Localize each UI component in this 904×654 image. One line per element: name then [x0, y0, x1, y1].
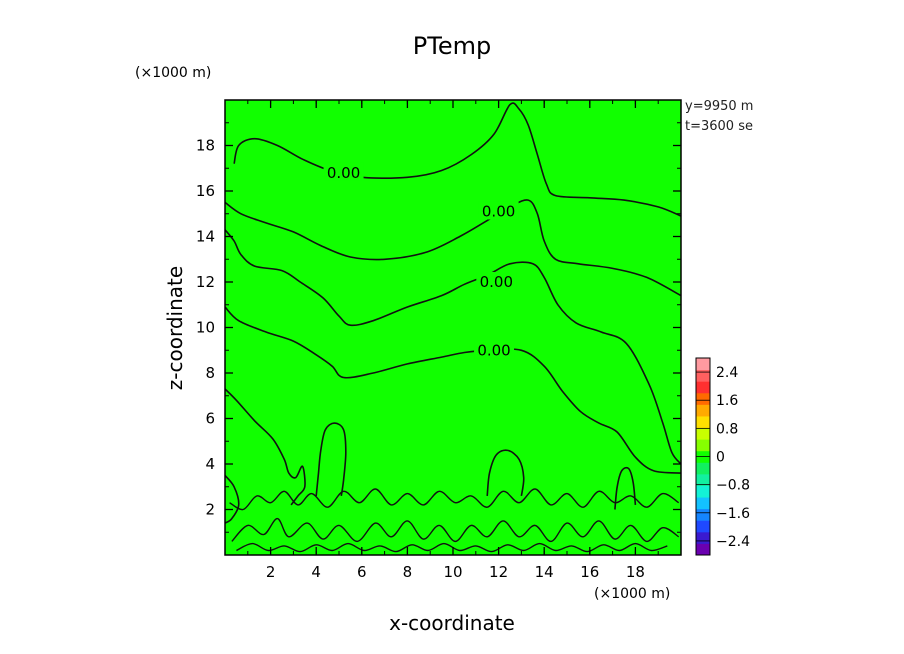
contour-label: 0.00 — [327, 164, 360, 182]
x-axis-label: x-coordinate — [389, 611, 515, 635]
colorbar-segment — [696, 462, 710, 475]
contour-line — [225, 306, 681, 474]
colorbar-segment — [696, 439, 710, 452]
contour-label: 0.00 — [477, 341, 510, 359]
contour-line — [225, 199, 681, 297]
colorbar-tick-label: 0 — [716, 450, 725, 466]
colorbar-tick-label: −1.6 — [716, 506, 750, 522]
y-tick-label: 2 — [205, 501, 215, 519]
colorbar-segment — [696, 381, 710, 394]
colorbar-segment — [696, 392, 710, 405]
colorbar-segment — [696, 520, 710, 533]
colorbar-tick-label: −2.4 — [716, 534, 750, 550]
x-tick-label: 8 — [403, 563, 413, 581]
y-tick-label: 4 — [205, 455, 215, 473]
y-tick-label: 10 — [196, 319, 215, 337]
contour-label-bg — [476, 272, 517, 290]
x-tick-label: 16 — [580, 563, 599, 581]
colorbar-segment — [696, 369, 710, 382]
colorbar-segment — [696, 497, 710, 510]
y-tick-label: 6 — [205, 410, 215, 428]
x-tick-label: 10 — [443, 563, 462, 581]
chart-title: PTemp — [413, 32, 491, 60]
y-axis-label: z-coordinate — [163, 266, 187, 390]
colorbar-segment — [696, 358, 710, 371]
colorbar-tick-label: 2.4 — [716, 365, 738, 381]
colorbar-segment — [696, 543, 710, 556]
colorbar-segment — [696, 508, 710, 521]
contour-label: 0.00 — [480, 273, 513, 291]
y-axis-unit: (×1000 m) — [135, 65, 211, 81]
y-tick-label: 8 — [205, 364, 215, 382]
contour-line — [233, 102, 681, 217]
contour-line — [315, 422, 347, 497]
contour-line — [225, 229, 681, 465]
contour-label-bg — [323, 162, 364, 181]
contour-line-surface — [236, 542, 668, 553]
contour-label-bg — [478, 201, 519, 220]
x-tick-label: 14 — [535, 563, 554, 581]
plot-area-fill — [225, 100, 681, 555]
annotation-time: t=3600 se — [685, 119, 753, 134]
contour-label-bg — [474, 340, 515, 359]
contour-line — [486, 449, 525, 497]
colorbar-segment — [696, 485, 710, 498]
colorbar-tick-label: 0.8 — [716, 421, 738, 437]
contour-line-surface — [229, 488, 680, 511]
x-tick-label: 4 — [311, 563, 321, 581]
x-tick-label: 6 — [357, 563, 367, 581]
annotation-y-position: y=9950 m — [685, 99, 753, 114]
colorbar-segment — [696, 404, 710, 417]
contour-line — [614, 466, 637, 510]
colorbar-segment — [696, 473, 710, 486]
x-axis-unit: (×1000 m) — [594, 586, 670, 602]
colorbar-tick-label: −0.8 — [716, 478, 750, 494]
y-tick-label: 14 — [196, 228, 215, 246]
colorbar-tick-label: 1.6 — [716, 393, 738, 409]
x-tick-label: 18 — [626, 563, 645, 581]
y-tick-label: 12 — [196, 273, 215, 291]
y-tick-label: 16 — [196, 182, 215, 200]
y-tick-label: 18 — [196, 137, 215, 155]
colorbar-segment — [696, 427, 710, 440]
contour-label: 0.00 — [482, 202, 515, 220]
contour-line — [225, 388, 306, 506]
colorbar-segment — [696, 531, 710, 544]
colorbar-segment — [696, 415, 710, 429]
x-tick-label: 2 — [266, 563, 276, 581]
contour-line-surface — [231, 517, 680, 543]
x-tick-label: 12 — [489, 563, 508, 581]
contour-line — [225, 474, 240, 524]
